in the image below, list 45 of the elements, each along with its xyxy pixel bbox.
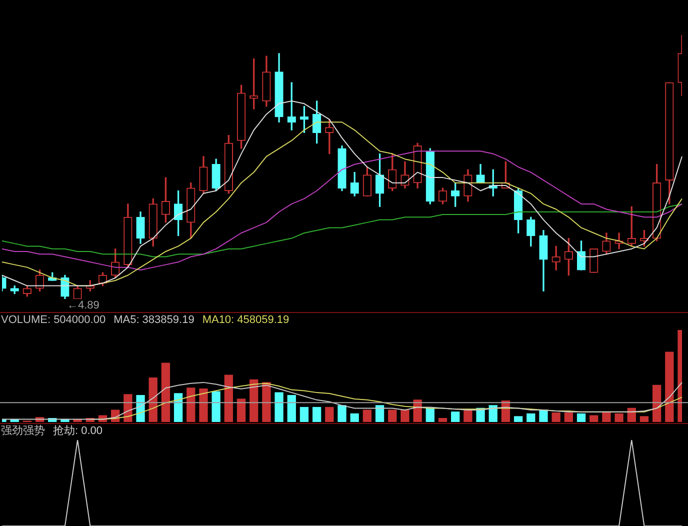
bar xyxy=(464,410,472,422)
bar xyxy=(665,352,674,422)
bar xyxy=(362,410,372,422)
chart-title: 强劲强势 xyxy=(1,424,45,438)
bar xyxy=(161,362,170,422)
bar xyxy=(199,388,208,422)
text: MA5: 383859.19 xyxy=(114,313,194,327)
bar xyxy=(250,379,258,422)
bar xyxy=(274,392,284,422)
bar xyxy=(262,382,271,422)
bar xyxy=(224,374,233,422)
bar xyxy=(400,410,410,422)
chart-title: VOLUME: 504000.00 xyxy=(1,313,106,327)
bar xyxy=(526,413,536,422)
bar xyxy=(514,416,523,422)
bar xyxy=(212,391,220,422)
bar xyxy=(451,412,460,422)
bar xyxy=(614,413,624,422)
text: MA10: 458059.19 xyxy=(202,313,290,327)
bar xyxy=(338,405,346,422)
bar xyxy=(236,398,246,422)
bar xyxy=(375,405,384,422)
bar xyxy=(488,405,498,422)
bar xyxy=(576,413,586,422)
bar xyxy=(602,412,611,422)
bar xyxy=(539,410,548,422)
series-label: 抢劫: 0.00 xyxy=(53,424,103,438)
bar xyxy=(350,413,359,422)
bar xyxy=(652,384,662,422)
bar xyxy=(640,416,649,422)
bar xyxy=(426,408,434,422)
bar xyxy=(186,388,196,422)
bar xyxy=(590,415,598,422)
bar xyxy=(438,418,448,422)
annotation: ←4.89 xyxy=(66,300,100,312)
bar xyxy=(552,412,560,422)
bar xyxy=(287,394,296,422)
candlestick xyxy=(552,246,560,270)
bar xyxy=(312,406,322,422)
bar xyxy=(300,406,309,422)
bar xyxy=(325,406,334,422)
bar xyxy=(388,410,397,422)
bar xyxy=(564,412,573,422)
bar xyxy=(148,378,158,422)
bar xyxy=(174,393,183,422)
